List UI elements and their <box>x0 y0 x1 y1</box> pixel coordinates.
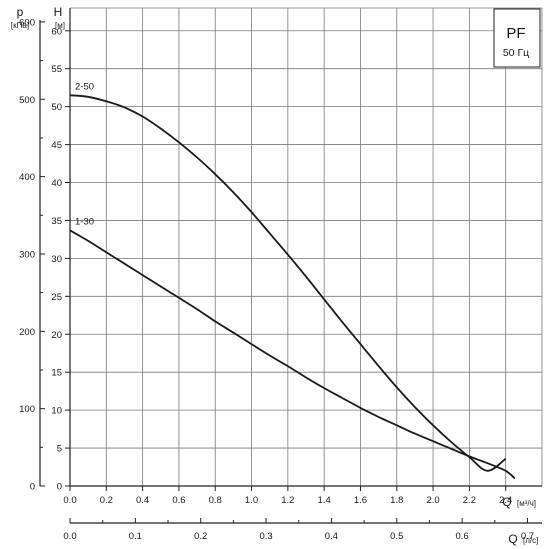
flow-tick-label: 0.0 <box>63 495 76 506</box>
curves: 2-50 1-30 <box>69 81 516 480</box>
head-tick-label: 50 <box>51 102 62 113</box>
pressure-tick-label: 500 <box>19 95 35 106</box>
flow-ls-tick-label: 0.7 <box>521 531 534 542</box>
pressure-tick-label: 400 <box>19 172 35 183</box>
pressure-tick-label: 600 <box>19 17 35 28</box>
flow-tick-label: 1.0 <box>245 495 258 506</box>
curve-2-50 <box>69 94 507 472</box>
head-tick-label: 45 <box>51 140 62 151</box>
head-tick-label: 25 <box>51 292 62 303</box>
flow-ls-tick-label: 0.4 <box>325 531 338 542</box>
head-tick-label: 35 <box>51 216 62 227</box>
head-axis-unit: [м] <box>55 21 65 30</box>
flow-tick-label: 1.4 <box>318 495 331 506</box>
pressure-axis-symbol: p <box>17 5 24 19</box>
flow-tick-label: 1.8 <box>390 495 403 506</box>
head-tick-label: 20 <box>51 330 62 341</box>
flow-axis-symbol-m3h: Q <box>502 495 511 509</box>
axis-ticks: 0510152025303540455055600100200300400500… <box>19 17 534 542</box>
head-tick-label: 10 <box>51 406 62 417</box>
head-tick-label: 30 <box>51 254 62 265</box>
flow-tick-label: 2.2 <box>463 495 476 506</box>
flow-tick-label: 0.4 <box>136 495 149 506</box>
pressure-tick-label: 100 <box>19 404 35 415</box>
flow-tick-label: 2.4 <box>499 495 512 506</box>
flow-axis-unit-ls: [л/с] <box>523 536 538 545</box>
flow-tick-label: 1.6 <box>354 495 367 506</box>
flow-ls-tick-label: 0.6 <box>456 531 469 542</box>
curve-2-50-label: 2-50 <box>75 81 94 92</box>
flow-tick-label: 0.6 <box>172 495 185 506</box>
flow-tick-label: 2.0 <box>426 495 439 506</box>
flow-tick-label: 1.2 <box>281 495 294 506</box>
pressure-tick-label: 300 <box>19 249 35 260</box>
head-tick-label: 60 <box>51 26 62 37</box>
flow-ls-tick-label: 0.3 <box>259 531 272 542</box>
flow-ls-tick-label: 0.2 <box>194 531 207 542</box>
flow-ls-tick-label: 0.0 <box>63 531 76 542</box>
chart-badge-box <box>493 8 541 68</box>
flow-ls-tick-label: 0.5 <box>390 531 403 542</box>
curve-1-30 <box>69 229 516 480</box>
chart-badge-title: PF <box>506 25 525 42</box>
head-tick-label: 5 <box>57 444 62 455</box>
head-tick-label: 55 <box>51 64 62 75</box>
flow-ls-tick-label: 0.1 <box>129 531 142 542</box>
head-tick-label: 15 <box>51 368 62 379</box>
flow-tick-label: 0.2 <box>100 495 113 506</box>
flow-axis-symbol-ls: Q <box>508 532 517 546</box>
grid-lines <box>70 7 543 486</box>
pressure-axis-unit: [кПа] <box>11 21 29 30</box>
flow-tick-label: 0.8 <box>209 495 222 506</box>
head-tick-label: 40 <box>51 178 62 189</box>
head-tick-label: 0 <box>57 482 62 493</box>
curve-1-30-label: 1-30 <box>75 216 94 227</box>
flow-axis-unit-m3h: [м³/ч] <box>517 499 536 508</box>
pressure-tick-label: 0 <box>30 482 35 493</box>
head-axis-symbol: H <box>54 5 63 19</box>
chart-badge-subtitle: 50 Гц <box>503 47 529 59</box>
pressure-tick-label: 200 <box>19 327 35 338</box>
axes <box>39 8 542 524</box>
